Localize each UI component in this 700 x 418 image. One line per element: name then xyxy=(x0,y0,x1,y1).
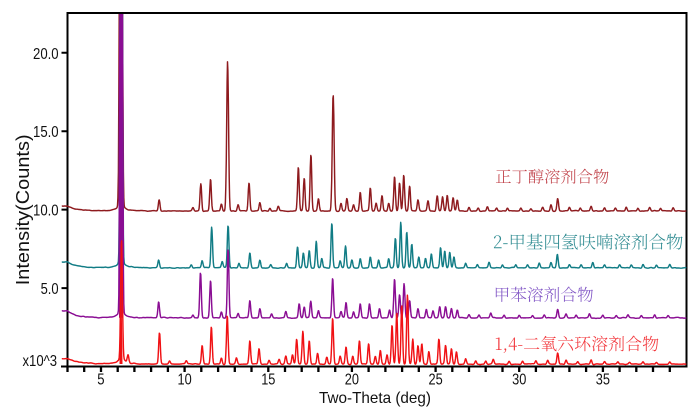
svg-text:x10^3: x10^3 xyxy=(23,353,58,370)
svg-text:10: 10 xyxy=(178,372,192,389)
svg-text:Two-Theta (deg): Two-Theta (deg) xyxy=(319,390,431,407)
svg-text:25: 25 xyxy=(429,372,443,389)
svg-text:5: 5 xyxy=(97,372,104,389)
svg-text:15: 15 xyxy=(261,372,275,389)
svg-text:10.0: 10.0 xyxy=(33,203,59,220)
svg-text:5.0: 5.0 xyxy=(41,281,59,298)
svg-text:35: 35 xyxy=(596,372,610,389)
svg-text:20.0: 20.0 xyxy=(33,46,59,63)
svg-text:15.0: 15.0 xyxy=(33,124,59,141)
svg-text:20: 20 xyxy=(345,372,359,389)
svg-text:30: 30 xyxy=(512,372,526,389)
svg-text:Intensity(Counts): Intensity(Counts) xyxy=(12,134,33,285)
